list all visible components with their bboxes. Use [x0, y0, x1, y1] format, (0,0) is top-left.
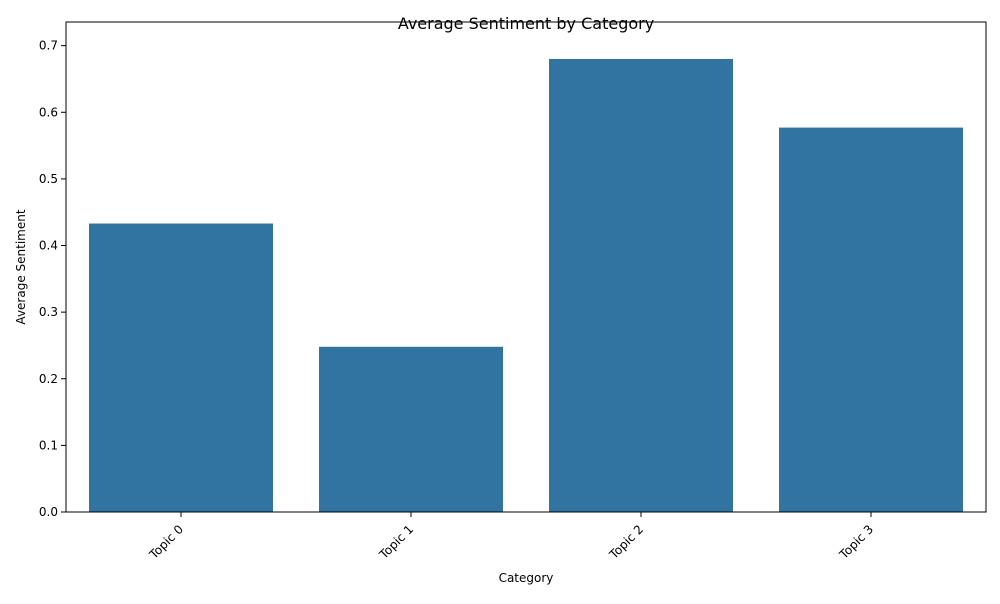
- plot-area: [89, 58, 963, 512]
- x-tick-label: Topic 0: [146, 522, 186, 562]
- y-tick-label: 0.2: [39, 372, 58, 386]
- bar-topic-3: [779, 127, 963, 512]
- y-tick-label: 0.4: [39, 239, 58, 253]
- y-axis-label: Average Sentiment: [14, 209, 28, 324]
- plot-frame: [65, 21, 987, 513]
- x-tick-label: Topic 1: [376, 522, 416, 562]
- x-axis-label: Category: [499, 571, 554, 585]
- x-tick-label: Topic 2: [606, 522, 646, 562]
- x-tick-label: Topic 3: [836, 522, 876, 562]
- y-tick-label: 0.6: [39, 105, 58, 119]
- y-tick-label: 0.0: [39, 505, 58, 519]
- y-axis: 0.0 0.1 0.2 0.3 0.4 0.5 0.6 0.7: [39, 39, 66, 519]
- y-tick-label: 0.5: [39, 172, 58, 186]
- bar-topic-0: [89, 223, 273, 512]
- y-tick-label: 0.1: [39, 438, 58, 452]
- chart-title: Average Sentiment by Category: [398, 14, 654, 33]
- x-axis: Topic 0 Topic 1 Topic 2 Topic 3: [146, 512, 876, 562]
- bar-topic-1: [319, 346, 503, 512]
- y-tick-label: 0.7: [39, 39, 58, 53]
- bar-topic-2: [549, 58, 733, 512]
- y-tick-label: 0.3: [39, 305, 58, 319]
